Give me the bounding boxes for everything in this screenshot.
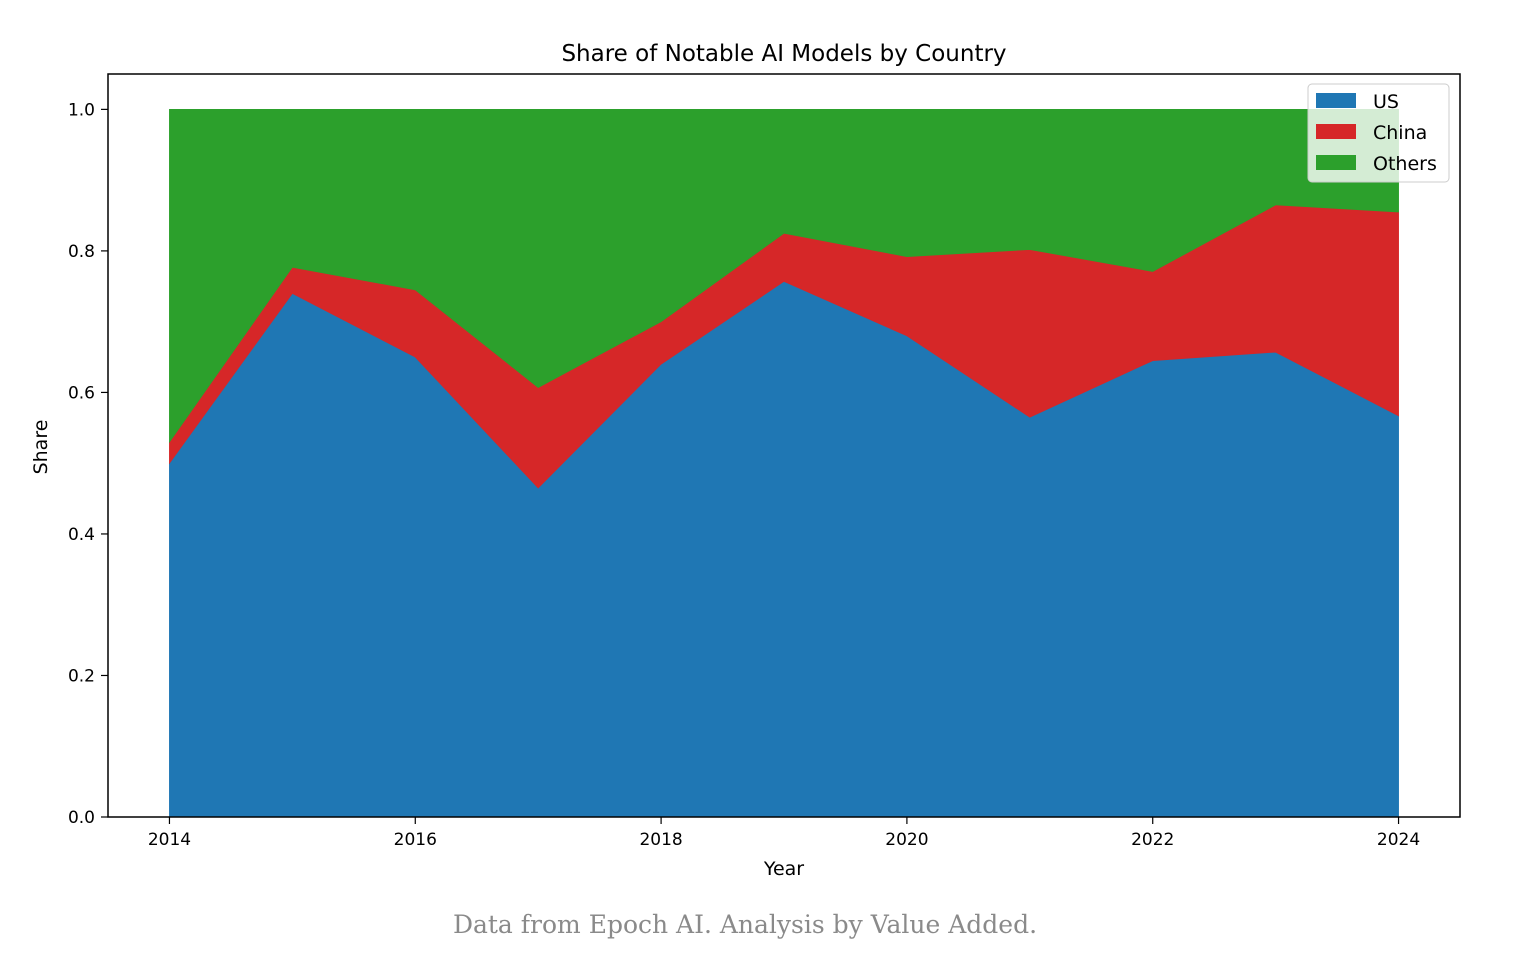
- x-tick-label: 2022: [1131, 830, 1174, 850]
- y-axis-ticks: 0.0 0.2 0.4 0.6 0.8 1.0: [68, 100, 108, 828]
- area-others: [169, 108, 1399, 444]
- x-tick-label: 2024: [1377, 830, 1420, 850]
- chart-title: Share of Notable AI Models by Country: [561, 41, 1006, 67]
- legend-label-china: China: [1373, 122, 1427, 144]
- y-tick-label: 0.6: [68, 383, 95, 403]
- legend-swatch-others: [1316, 155, 1356, 170]
- area-layers: [169, 108, 1399, 818]
- x-tick-label: 2014: [148, 830, 191, 850]
- legend: US China Others: [1307, 83, 1450, 183]
- legend-label-others: Others: [1373, 153, 1437, 175]
- y-axis-label: Share: [30, 420, 52, 475]
- x-tick-label: 2018: [639, 830, 682, 850]
- y-tick-label: 0.8: [68, 242, 95, 262]
- legend-label-us: US: [1373, 91, 1399, 113]
- plot-frame: [107, 73, 1461, 818]
- y-tick-label: 1.0: [68, 100, 95, 120]
- legend-swatch-us: [1316, 93, 1356, 108]
- chart-caption: Data from Epoch AI. Analysis by Value Ad…: [452, 910, 1038, 939]
- y-tick-label: 0.0: [68, 808, 95, 828]
- x-tick-label: 2020: [885, 830, 928, 850]
- x-axis-label: Year: [763, 858, 804, 880]
- x-tick-label: 2016: [394, 830, 437, 850]
- area-us: [169, 280, 1399, 818]
- legend-swatch-china: [1316, 124, 1356, 139]
- y-tick-label: 0.4: [68, 525, 95, 545]
- x-axis-ticks: 2014 2016 2018 2020 2022 2024: [148, 817, 1420, 850]
- stacked-area-chart: 2014 2016 2018 2020 2022 2024 0.0 0.2 0.4 0.6 0.8…: [30, 41, 1461, 880]
- y-tick-label: 0.2: [68, 666, 95, 686]
